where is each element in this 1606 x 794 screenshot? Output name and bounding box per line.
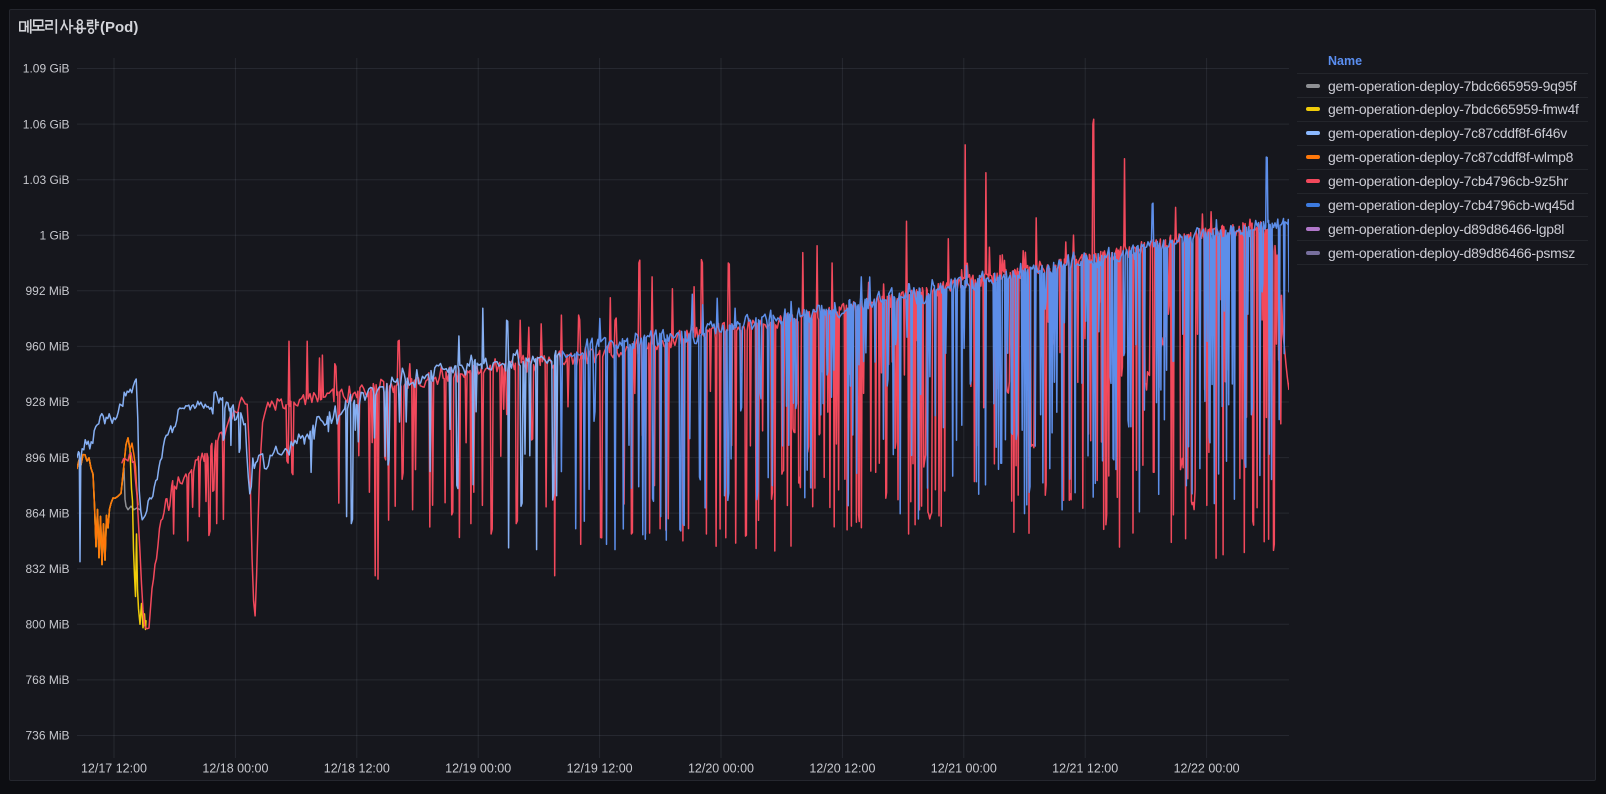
svg-text:12/19 00:00: 12/19 00:00 [445,762,511,776]
svg-text:12/21 00:00: 12/21 00:00 [931,762,997,776]
svg-text:12/17 12:00: 12/17 12:00 [81,762,147,776]
svg-text:12/20 00:00: 12/20 00:00 [688,762,754,776]
svg-text:960 MiB: 960 MiB [25,340,69,354]
svg-text:1.06 GiB: 1.06 GiB [23,117,70,131]
svg-text:928 MiB: 928 MiB [25,395,69,409]
svg-text:1 GiB: 1 GiB [39,228,69,242]
svg-text:768 MiB: 768 MiB [25,673,69,687]
svg-text:12/18 00:00: 12/18 00:00 [202,762,268,776]
svg-text:1.03 GiB: 1.03 GiB [23,173,70,187]
svg-text:12/20 12:00: 12/20 12:00 [809,762,875,776]
svg-text:864 MiB: 864 MiB [25,506,69,520]
svg-text:800 MiB: 800 MiB [25,618,69,632]
svg-text:896 MiB: 896 MiB [25,451,69,465]
svg-text:12/21 12:00: 12/21 12:00 [1052,762,1118,776]
svg-text:1.09 GiB: 1.09 GiB [23,62,70,76]
svg-text:832 MiB: 832 MiB [25,562,69,576]
svg-text:736 MiB: 736 MiB [25,729,69,743]
svg-text:12/18 12:00: 12/18 12:00 [324,762,390,776]
svg-text:12/19 12:00: 12/19 12:00 [567,762,633,776]
svg-text:12/22 00:00: 12/22 00:00 [1174,762,1240,776]
svg-text:992 MiB: 992 MiB [25,284,69,298]
